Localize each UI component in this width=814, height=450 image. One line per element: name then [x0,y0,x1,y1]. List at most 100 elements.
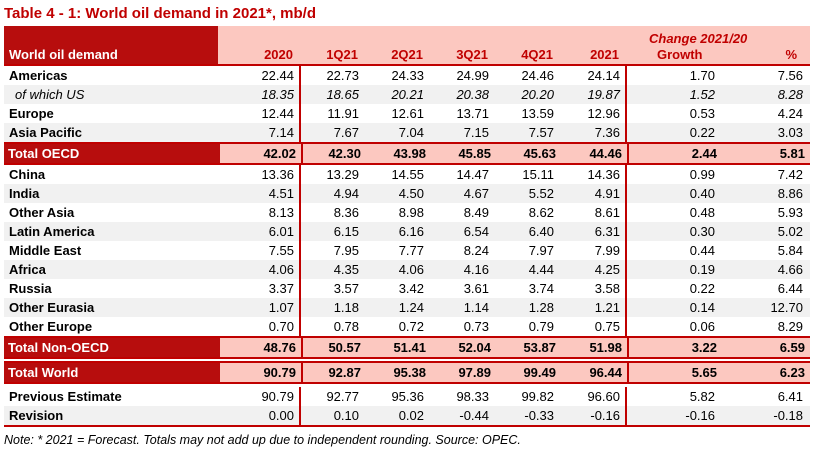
cell-value: 7.36 [561,123,627,142]
row-label: Revision [9,408,64,423]
table-row: Russia 3.37 3.57 3.42 3.61 3.74 3.58 0.22 6.44 [4,279,810,298]
cell-value: 45.63 [523,146,556,161]
cell-value: 3.37 [218,279,301,298]
row-label: of which US [15,87,85,102]
cell-value: 4.06 [218,260,301,279]
cell-value: 5.02 [777,224,803,239]
cell-value: 8.24 [463,243,489,258]
cell-value: 0.14 [689,300,715,315]
cell-value: 0.22 [689,125,715,140]
cell-value: -0.16 [685,408,715,423]
cell-value: 24.14 [561,66,627,85]
row-label: Asia Pacific [9,125,82,140]
cell-value: 12.61 [391,106,424,121]
cell-value: 20.21 [391,87,424,102]
column-header: 2021 [590,47,619,62]
cell-value: 0.30 [689,224,715,239]
cell-value: 11.91 [327,106,359,121]
cell-value: 6.01 [218,222,301,241]
cell-value: 6.41 [777,389,803,404]
cell-value: 4.94 [333,186,359,201]
table-row: Africa 4.06 4.35 4.06 4.16 4.44 4.25 0.19 4.66 [4,260,810,279]
cell-value: 6.31 [561,222,627,241]
cell-value: 0.44 [689,243,715,258]
cell-value: 12.96 [561,104,627,123]
cell-value: 7.15 [463,125,489,140]
cell-value: -0.16 [561,406,627,425]
cell-value: 2.44 [691,146,717,161]
cell-value: 51.41 [393,340,426,355]
cell-value: 4.67 [463,186,489,201]
corner-header: World oil demand [4,26,218,64]
cell-value: 48.76 [220,338,303,357]
cell-value: 22.44 [218,66,301,85]
table-row: Previous Estimate 90.79 92.77 95.36 98.33 99.… [4,387,810,406]
table-row: Other Eurasia 1.07 1.18 1.24 1.14 1.28 1.21 0.1… [4,298,810,317]
cell-value: 4.16 [463,262,489,277]
cell-value: 1.52 [689,87,715,102]
cell-value: 7.42 [777,167,803,182]
cell-value: 3.58 [561,279,627,298]
row-label: Latin America [9,224,95,239]
cell-value: 99.82 [521,389,554,404]
cell-value: 8.29 [777,319,803,334]
cell-value: 7.57 [528,125,554,140]
table-row: China 13.36 13.29 14.55 14.47 15.11 14.36 0.99 7… [4,165,810,184]
cell-value: 0.72 [398,319,424,334]
column-header: % [785,47,797,62]
cell-value: 0.48 [689,205,715,220]
row-label: Other Asia [9,205,75,220]
cell-value: 92.87 [328,365,361,380]
cell-value: 13.71 [456,106,489,121]
cell-value: 52.04 [458,340,491,355]
cell-value: 12.44 [218,104,301,123]
table-row: of which US 18.35 18.65 20.21 20.38 20.20 19.8… [4,85,810,104]
cell-value: 3.22 [691,340,717,355]
cell-value: 96.60 [561,387,627,406]
cell-value: 8.28 [777,87,803,102]
change-2021-20-header: Change 2021/20 [649,31,748,46]
cell-value: 7.67 [333,125,359,140]
table-row: India 4.51 4.94 4.50 4.67 5.52 4.91 0.40 8.86 [4,184,810,203]
cell-value: 8.36 [333,205,359,220]
cell-value: 1.07 [218,298,301,317]
cell-value: 5.84 [777,243,803,258]
cell-value: 50.57 [328,340,361,355]
cell-value: 8.62 [528,205,554,220]
column-header: 1Q21 [326,47,358,62]
cell-value: 6.16 [398,224,424,239]
row-label: Russia [9,281,52,296]
column-header: 4Q21 [521,47,553,62]
cell-value: 7.99 [561,241,627,260]
cell-value: -0.18 [773,408,803,423]
cell-value: 24.99 [456,68,489,83]
cell-value: 1.70 [689,68,715,83]
row-label: Americas [9,68,68,83]
table-row: Other Asia 8.13 8.36 8.98 8.49 8.62 8.61 0.48 5.… [4,203,810,222]
row-label: China [9,167,46,182]
column-header: 3Q21 [456,47,488,62]
cell-value: 5.93 [777,205,803,220]
column-header: 2Q21 [391,47,423,62]
cell-value: 0.70 [218,317,301,336]
cell-value: 45.85 [458,146,491,161]
cell-value: 90.79 [218,387,301,406]
cell-value: 44.46 [563,144,629,163]
cell-value: 3.03 [777,125,803,140]
cell-value: 13.36 [218,165,301,184]
cell-value: 1.21 [561,298,627,317]
table-row: Latin America 6.01 6.15 6.16 6.54 6.40 6.31 0.3… [4,222,810,241]
row-label: Other Europe [9,319,93,334]
cell-value: 7.04 [398,125,424,140]
cell-value: 4.06 [398,262,424,277]
cell-value: 20.38 [456,87,489,102]
column-header: Growth [657,47,703,62]
cell-value: 0.75 [561,317,627,336]
cell-value: 5.65 [691,365,717,380]
cell-value: 24.46 [521,68,554,83]
cell-value: 0.99 [689,167,715,182]
cell-value: 7.55 [218,241,301,260]
table-note: Note: * 2021 = Forecast. Totals may not … [4,433,521,447]
cell-value: 24.33 [391,68,424,83]
cell-value: 7.14 [218,123,301,142]
